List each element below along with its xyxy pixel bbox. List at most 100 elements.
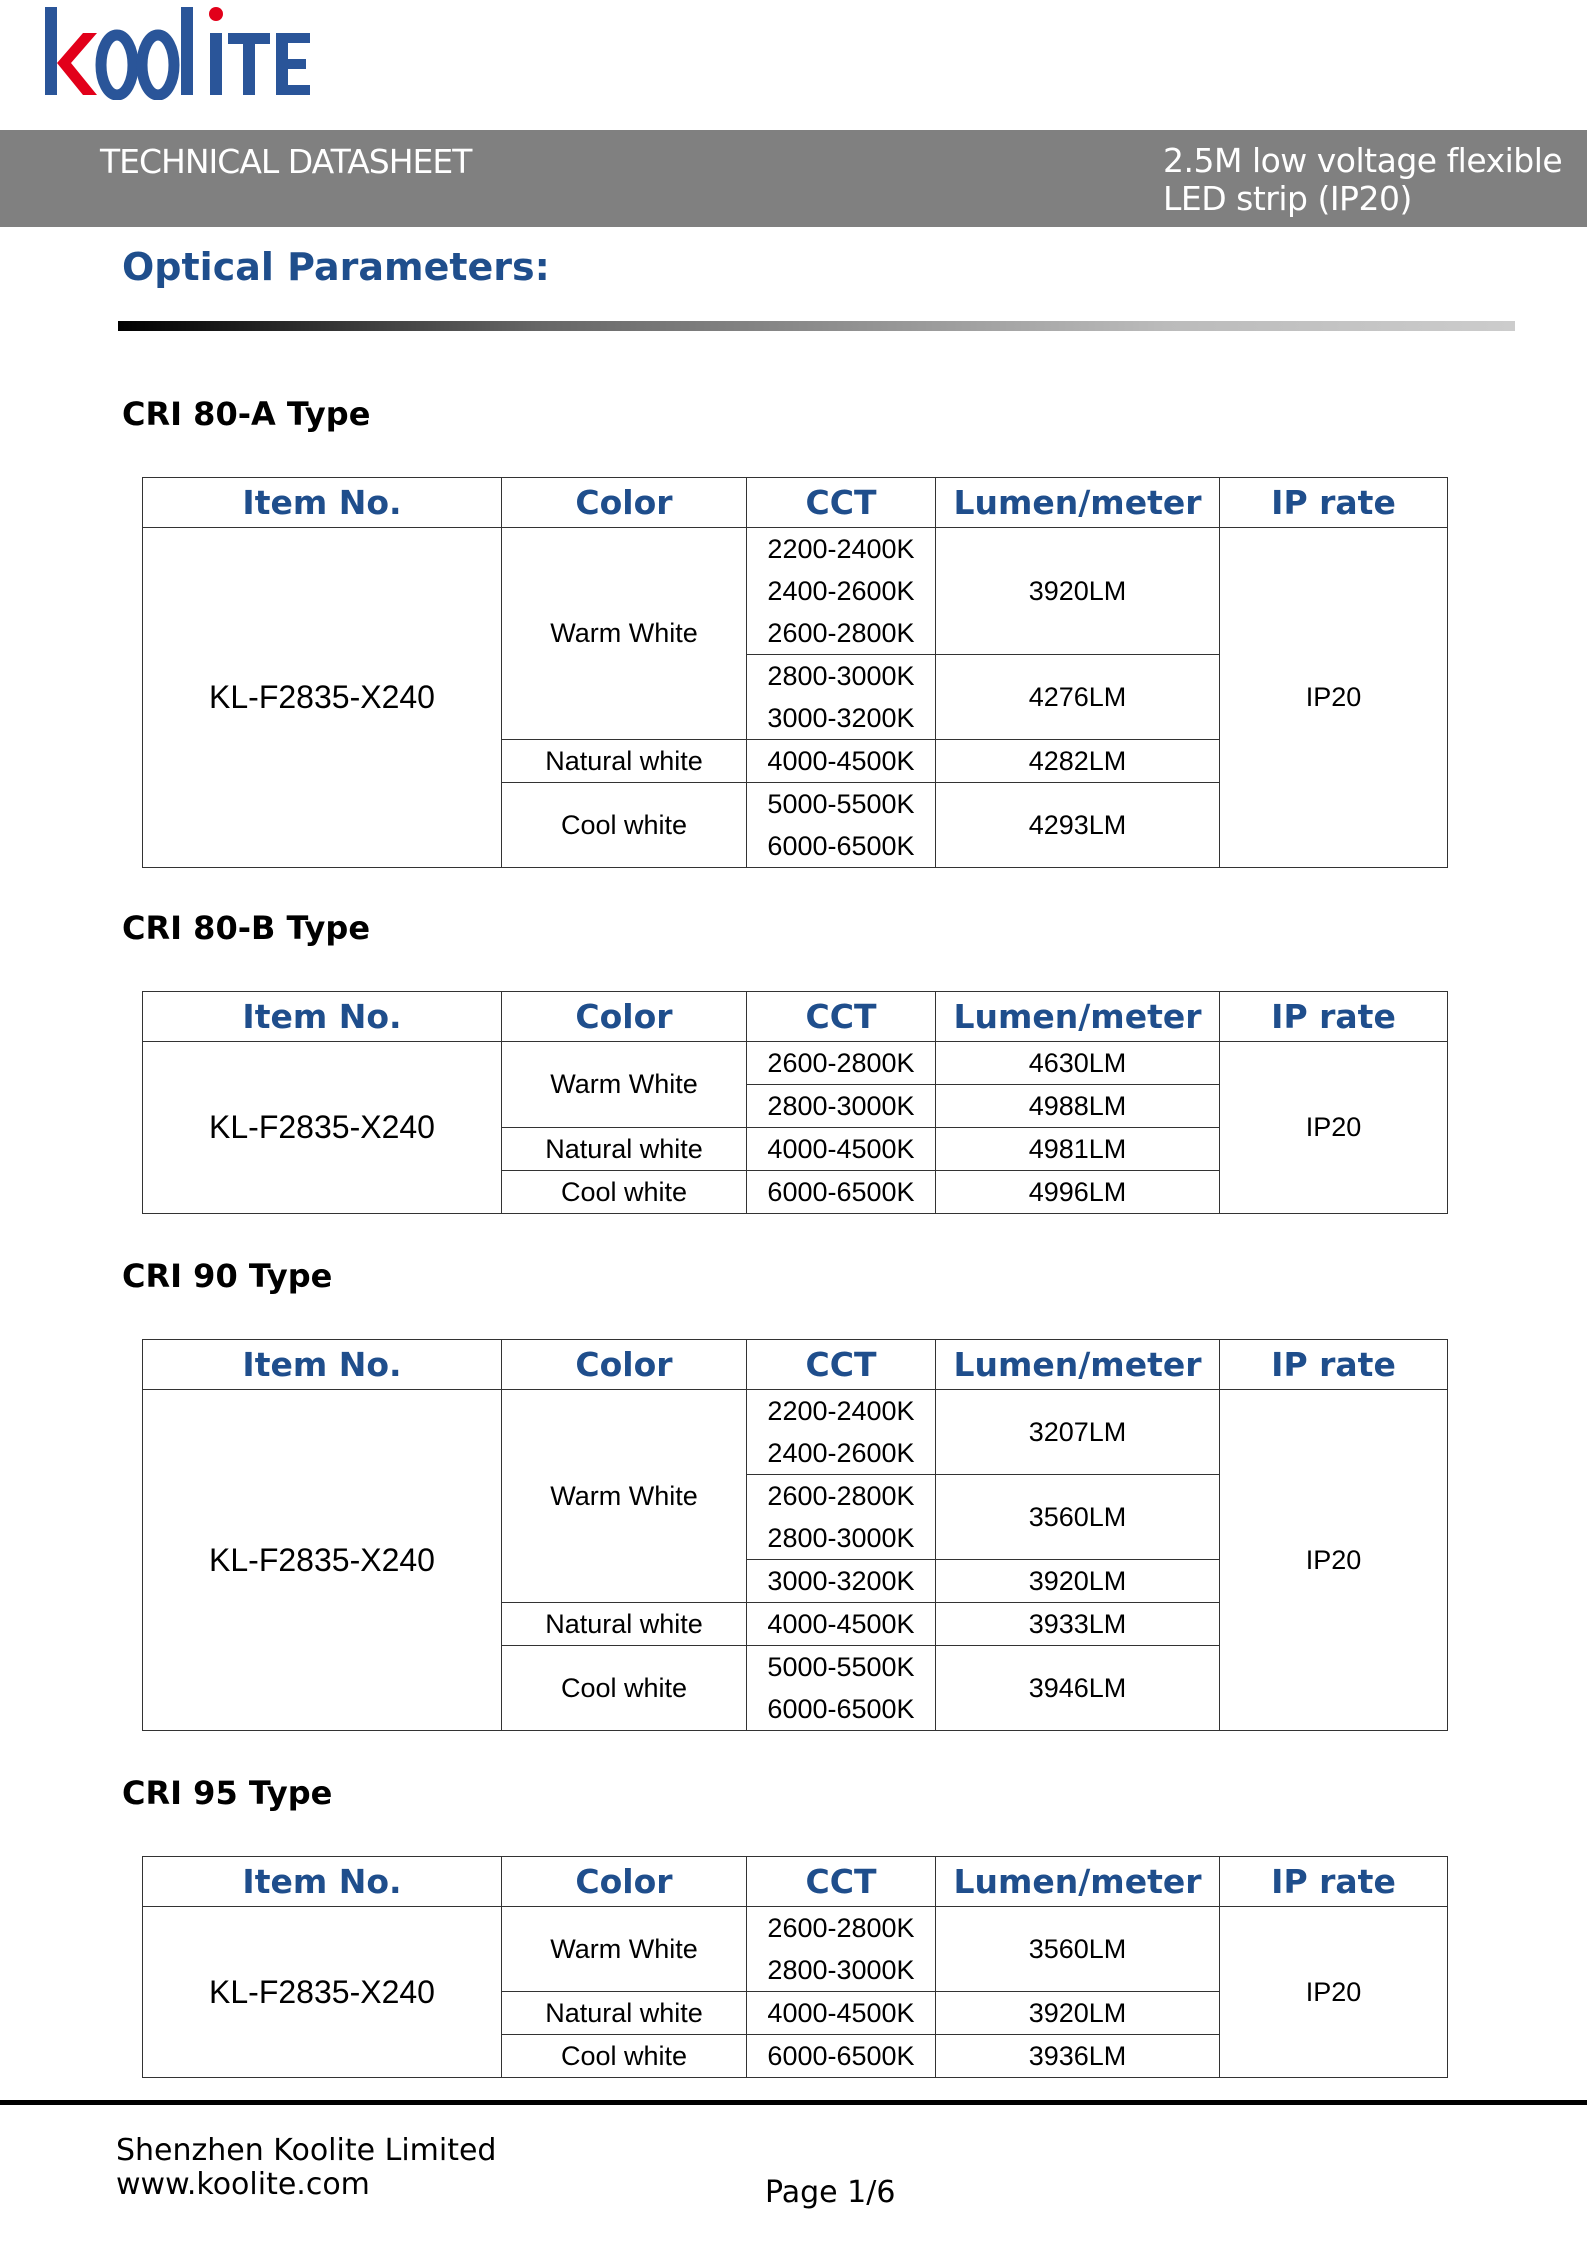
cct-cell: 3000-3200K (746, 697, 936, 740)
column-header: Color (501, 1339, 747, 1390)
cct-cell: 2800-3000K (746, 1084, 936, 1128)
table-row: 6000-6500K (143, 1688, 1448, 1731)
item-number-cell: KL-F2835-X240 (142, 1041, 502, 1214)
spec-table-cri95: Item No. Color CCT Lumen/meter IP rate KL-F28… (142, 1856, 1448, 2078)
column-header: IP rate (1219, 991, 1448, 1042)
column-header: Color (501, 477, 747, 528)
color-cell: Cool white (501, 1170, 747, 1214)
color-cell: Cool white (501, 782, 747, 868)
spec-table-cri80b: Item No. Color CCT Lumen/meter IP rate KL-F28… (142, 991, 1448, 1214)
lumen-cell: 3560LM (935, 1906, 1220, 1992)
color-cell: Natural white (501, 739, 747, 783)
lumen-cell: 4293LM (935, 782, 1220, 868)
column-header: Lumen/meter (935, 991, 1220, 1042)
table-row: Cool white 5000-5500K 3946LM (143, 1645, 1448, 1731)
lumen-cell: 4630LM (935, 1041, 1220, 1085)
cct-cell: 2400-2600K (746, 570, 936, 612)
lumen-cell: 4981LM (935, 1127, 1220, 1171)
page-title: Optical Parameters: (122, 245, 550, 289)
lumen-cell: 4282LM (935, 739, 1220, 783)
table-row: KL-F2835-X240 Warm White 2200-2400K 3920LM I… (142, 527, 1448, 868)
column-header: Item No. (142, 1339, 502, 1390)
column-header: Color (501, 991, 747, 1042)
table-row: 3000-3200K 3920LM (143, 1559, 1448, 1603)
lumen-cell: 3946LM (935, 1645, 1220, 1731)
spec-table-cri90: Item No. Color CCT Lumen/meter IP rate KL-F28… (142, 1339, 1448, 1731)
color-cell: Cool white (501, 2034, 747, 2078)
color-cell: Natural white (501, 1602, 747, 1646)
color-cell: Warm White (501, 1906, 747, 1992)
footer-website[interactable]: www.koolite.com (116, 2167, 370, 2202)
cct-cell: 4000-4500K (746, 1602, 936, 1646)
table-row: KL-F2835-X240 Warm White 2600-2800K 4630LM I… (142, 1041, 1448, 1214)
ip-rate-cell: IP20 (1219, 1041, 1448, 1214)
header-band: TECHNICAL DATASHEET 2.5M low voltage fle… (0, 130, 1587, 227)
page-number: Page 1/6 (765, 2175, 896, 2210)
column-header: IP rate (1219, 477, 1448, 528)
column-header: IP rate (1219, 1339, 1448, 1390)
column-header: Lumen/meter (935, 1856, 1220, 1907)
section-title-cri90: CRI 90 Type (122, 1257, 333, 1295)
table-row: 2800-3000K (143, 1949, 1448, 1992)
cct-cell: 4000-4500K (746, 1991, 936, 2035)
table-row: 2800-3000K 4988LM (143, 1084, 1448, 1128)
color-cell: Natural white (501, 1991, 747, 2035)
color-cell: Cool white (501, 1645, 747, 1731)
item-number-cell: KL-F2835-X240 (142, 1389, 502, 1731)
table-header-row: Item No. Color CCT Lumen/meter IP rate (142, 1856, 1448, 1907)
cct-cell: 5000-5500K (746, 782, 936, 825)
column-header: Lumen/meter (935, 477, 1220, 528)
table-row: 2600-2800K 3560LM (143, 1474, 1448, 1560)
lumen-cell: 4276LM (935, 654, 1220, 740)
lumen-cell: 3920LM (935, 1559, 1220, 1603)
cct-cell: 2200-2400K (746, 1389, 936, 1432)
cct-cell: 4000-4500K (746, 1127, 936, 1171)
color-cell: Warm White (501, 527, 747, 740)
table-row: Cool white 5000-5500K 4293LM (143, 782, 1448, 868)
table-row: 2800-3000K 4276LM (143, 654, 1448, 740)
cct-cell: 2400-2600K (746, 1432, 936, 1475)
title-divider (118, 321, 1515, 331)
table-row: Cool white 6000-6500K 4996LM (143, 1170, 1448, 1214)
table-row: 2600-2800K (143, 612, 1448, 655)
table-row: KL-F2835-X240 Warm White 2200-2400K 3207LM I… (142, 1389, 1448, 1731)
cct-cell: 4000-4500K (746, 739, 936, 783)
cct-cell: 5000-5500K (746, 1645, 936, 1688)
lumen-cell: 4996LM (935, 1170, 1220, 1214)
cct-cell: 6000-6500K (746, 1170, 936, 1214)
column-header: Item No. (142, 477, 502, 528)
color-cell: Warm White (501, 1041, 747, 1128)
section-title-cri80a: CRI 80-A Type (122, 395, 371, 433)
column-header: Item No. (142, 1856, 502, 1907)
column-header: CCT (746, 991, 936, 1042)
product-name-line2: LED strip (IP20) (1163, 179, 1412, 218)
item-number-cell: KL-F2835-X240 (142, 527, 502, 868)
footer-divider (0, 2100, 1587, 2105)
ip-rate-cell: IP20 (1219, 1389, 1448, 1731)
ip-rate-cell: IP20 (1219, 1906, 1448, 2078)
table-row: 2400-2600K (143, 570, 1448, 612)
cct-cell: 2800-3000K (746, 1949, 936, 1992)
cct-cell: 2600-2800K (746, 1474, 936, 1517)
lumen-cell: 3560LM (935, 1474, 1220, 1560)
section-title-cri80b: CRI 80-B Type (122, 909, 371, 947)
lumen-cell: 3936LM (935, 2034, 1220, 2078)
cct-cell: 2800-3000K (746, 654, 936, 697)
column-header: Color (501, 1856, 747, 1907)
table-row: 2800-3000K (143, 1517, 1448, 1560)
doc-type: TECHNICAL DATASHEET (100, 142, 472, 181)
lumen-cell: 3207LM (935, 1389, 1220, 1475)
color-cell: Warm White (501, 1389, 747, 1603)
ip-rate-cell: IP20 (1219, 527, 1448, 868)
cct-cell: 6000-6500K (746, 825, 936, 868)
table-row: Cool white 6000-6500K 3936LM (143, 2034, 1448, 2078)
cct-cell: 6000-6500K (746, 1688, 936, 1731)
table-header-row: Item No. Color CCT Lumen/meter IP rate (142, 991, 1448, 1042)
cct-cell: 6000-6500K (746, 2034, 936, 2078)
section-title-cri95: CRI 95 Type (122, 1774, 333, 1812)
cct-cell: 2600-2800K (746, 1041, 936, 1085)
lumen-cell: 3920LM (935, 527, 1220, 655)
lumen-cell: 4988LM (935, 1084, 1220, 1128)
cct-cell: 2600-2800K (746, 1906, 936, 1949)
cct-cell: 2200-2400K (746, 527, 936, 570)
